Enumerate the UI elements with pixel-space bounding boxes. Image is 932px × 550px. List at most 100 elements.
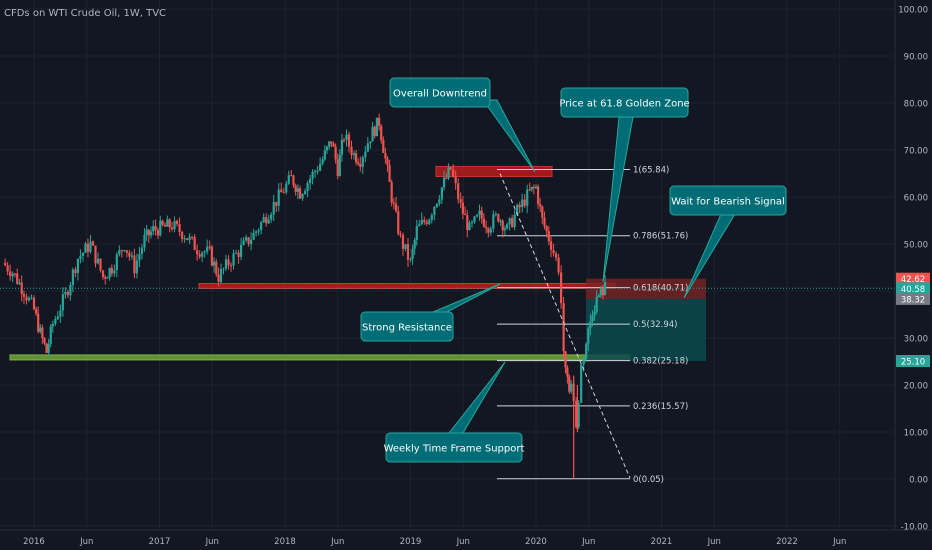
time-axis[interactable]: 2016 Jun 2017 Jun 2018 Jun 2019 Jun 2020 Jun 2021 J… (23, 537, 846, 547)
candle-body (445, 177, 448, 179)
fib-level-label: 0.5(32.94) (633, 320, 677, 330)
candle-body (470, 222, 474, 224)
price-axis-tick-label: 70.00 (904, 147, 928, 157)
price-axis-panel[interactable] (895, 0, 932, 530)
callout-annotation[interactable]: Price at 61.8 Golden Zone (559, 87, 690, 283)
candle-body (154, 226, 157, 231)
candle-body (557, 257, 560, 273)
candle-body (404, 244, 407, 249)
candle-body (183, 238, 186, 240)
candle-body (361, 157, 364, 167)
candle-body (81, 252, 85, 256)
candle-body (91, 241, 95, 246)
candle-body (86, 243, 90, 253)
callout-annotation[interactable]: Weekly Time Frame Support (384, 361, 525, 463)
candle-body (61, 294, 64, 311)
candle-body (186, 238, 189, 240)
callout-box (385, 432, 523, 463)
callout-annotation[interactable]: Overall Downtrend (389, 77, 536, 173)
price-axis-tick-label: 60.00 (904, 194, 928, 204)
candle-body (554, 253, 558, 258)
candle-body (430, 215, 433, 220)
candle-body (473, 216, 476, 223)
time-axis-tick-label: 2016 (23, 537, 45, 547)
candle-body (239, 244, 243, 257)
time-axis-tick-label: Jun (707, 537, 721, 547)
callout-annotation[interactable]: Strong Resistance (360, 283, 501, 342)
candle-body (143, 234, 146, 248)
candle-body (325, 146, 329, 151)
candle-body (170, 227, 174, 230)
candle-body (442, 177, 446, 188)
candle-body (394, 203, 398, 212)
callout-text: Strong Resistance (362, 323, 452, 334)
candle-body (603, 282, 607, 296)
candle-body (303, 191, 307, 195)
callout-annotation[interactable]: Wait for Bearish Signal (669, 185, 787, 299)
callout-text: Wait for Bearish Signal (671, 197, 785, 208)
candle-body (492, 214, 495, 229)
candle-body (110, 267, 113, 274)
candle-body (54, 319, 57, 324)
callout-text: Overall Downtrend (393, 89, 487, 100)
candle-body (149, 231, 153, 236)
candle-body (340, 139, 343, 155)
candle-body (323, 150, 326, 160)
candle-body (120, 250, 123, 252)
candle-body (147, 229, 150, 236)
candle-body (357, 162, 360, 164)
candle-body (369, 141, 372, 144)
price-axis-badge-text: 25.10 (901, 358, 925, 368)
time-axis-panel[interactable] (0, 530, 932, 550)
candle-body (51, 323, 54, 327)
callouts[interactable]: Overall Downtrend Price at 61.8 Golden Zo… (360, 77, 787, 463)
candle-body (13, 273, 17, 275)
candle-body (532, 186, 536, 188)
candle-body (18, 282, 21, 284)
candle-body (71, 269, 75, 285)
candle-body (282, 192, 285, 194)
candle-body (521, 199, 524, 208)
callout-box (389, 77, 491, 108)
time-axis-tick-label: 2017 (149, 537, 171, 547)
candle-body (392, 202, 395, 204)
candle-body (27, 297, 31, 301)
price-axis-badge-text: 38.32 (901, 295, 925, 305)
candle-body (577, 402, 580, 428)
candle-body (433, 206, 436, 216)
candle-body (562, 303, 565, 352)
candle-body (145, 229, 148, 235)
candle-body (547, 231, 550, 242)
candle-body (43, 338, 46, 344)
candle-body (210, 246, 213, 266)
callout-box (560, 87, 689, 118)
callout-box (669, 185, 787, 216)
candle-body (123, 250, 126, 252)
candle-body (468, 222, 471, 231)
fib-level-label: 0(0.05) (633, 475, 664, 485)
candle-body (528, 189, 531, 191)
candle-body (382, 140, 385, 153)
candle-body (459, 199, 462, 203)
price-axis-badge (896, 292, 930, 305)
candle-body (593, 311, 596, 316)
candle-body (152, 226, 155, 232)
price-axis-badge (896, 282, 930, 295)
overlay-lines (0, 173, 895, 479)
candle-body (511, 218, 514, 227)
candle-body (296, 188, 299, 192)
support-zone (9, 354, 631, 361)
candle-body (587, 328, 590, 344)
candle-body (378, 117, 381, 126)
candle-body (413, 239, 416, 249)
candle-body (506, 224, 509, 229)
candle-body (272, 201, 275, 215)
candle-body (386, 158, 389, 166)
candle-body (96, 258, 100, 264)
candle-body (599, 287, 602, 296)
price-axis-tick-label: 30.00 (904, 335, 928, 345)
candle-body (74, 269, 77, 274)
candle-body (11, 273, 14, 277)
candle-body (366, 143, 369, 152)
